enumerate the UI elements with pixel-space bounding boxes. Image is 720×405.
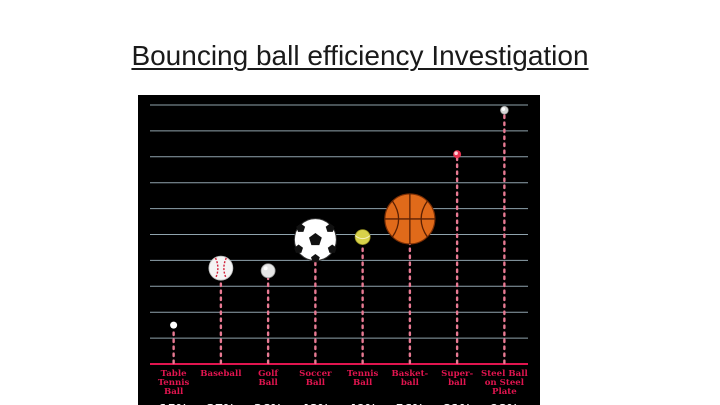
category-label: Tennis: [347, 369, 379, 379]
soccer-ball-patch: [325, 223, 335, 232]
tennis-ball-icon: [354, 229, 371, 245]
bounce-chart: TableTennisBall15%Baseball37%GolfBall36%…: [138, 95, 540, 405]
basketball-icon: [384, 193, 436, 245]
category-label: Super-: [441, 369, 473, 379]
steel-ball-shine: [501, 107, 506, 111]
ping-pong-ball-body: [170, 321, 178, 329]
category-label: Basket-: [392, 369, 429, 379]
bounce-chart-svg: TableTennisBall15%Baseball37%GolfBall36%…: [138, 95, 540, 405]
value-label: 56%: [396, 402, 425, 405]
soccer-ball-patch: [309, 233, 322, 246]
value-label: 49%: [348, 402, 377, 405]
tennis-ball-seam: [354, 235, 371, 240]
soccer-ball-icon: [293, 218, 337, 263]
value-label: 15%: [159, 402, 188, 405]
category-label: Ball: [164, 387, 184, 397]
golf-ball-icon: [260, 263, 276, 279]
soccer-ball-patch: [327, 244, 337, 253]
value-label: 48%: [301, 402, 330, 405]
baseball-stitch: [223, 257, 227, 279]
category-label: ball: [401, 378, 420, 388]
steel-ball-icon: [500, 105, 509, 115]
category-label: Plate: [492, 387, 517, 397]
category-label: Ball: [306, 378, 326, 388]
soccer-ball-patch: [294, 244, 303, 253]
soccer-ball-patch: [296, 223, 306, 232]
baseball-icon: [208, 255, 234, 281]
category-label: Baseball: [200, 369, 242, 379]
category-label: Steel Ball: [481, 369, 528, 379]
value-label: 98%: [490, 402, 519, 405]
category-label: ball: [448, 378, 467, 388]
value-label: 36%: [254, 402, 283, 405]
tennis-ball-body: [354, 229, 371, 245]
super-ball-shine: [454, 151, 458, 156]
category-label: on Steel: [485, 378, 525, 388]
ping-pong-ball-icon: [170, 321, 178, 329]
category-label: Golf: [258, 369, 279, 379]
slide-title: Bouncing ball efficiency Investigation: [131, 40, 589, 71]
chart-background: [138, 95, 540, 405]
category-label: Ball: [353, 378, 373, 388]
basketball-seam: [420, 200, 428, 238]
category-label: Soccer: [299, 369, 332, 379]
category-label: Tennis: [158, 378, 190, 388]
baseball-stitch: [214, 257, 219, 279]
category-label: Ball: [258, 378, 278, 388]
super-ball-icon: [453, 150, 462, 159]
basketball-seam: [391, 200, 400, 238]
soccer-ball-patch: [311, 254, 320, 263]
golf-ball-body: [260, 263, 276, 279]
baseball-body: [208, 255, 234, 281]
value-label: 81%: [443, 402, 472, 405]
category-label: Table: [161, 369, 187, 379]
value-label: 37%: [207, 402, 236, 405]
golf-ball-shine: [263, 266, 268, 271]
